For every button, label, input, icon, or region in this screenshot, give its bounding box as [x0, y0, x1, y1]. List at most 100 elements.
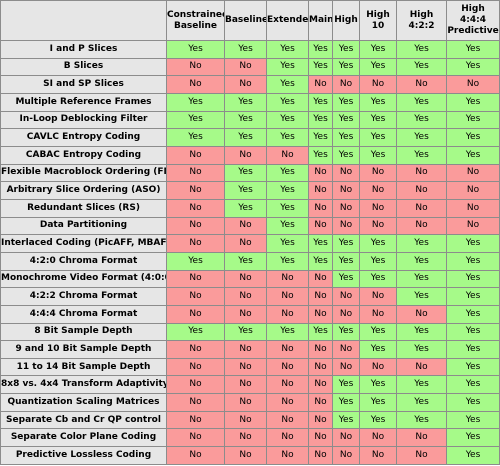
- support-cell: Yes: [446, 446, 500, 465]
- support-cell: No: [166, 375, 225, 395]
- support-cell: Yes: [396, 393, 447, 412]
- support-cell: No: [224, 446, 267, 465]
- table-row: Arbitrary Slice Ordering (ASO) No Yes Yes No…: [0, 181, 500, 200]
- support-cell: No: [332, 357, 360, 377]
- support-cell: Yes: [396, 40, 447, 59]
- support-cell: Yes: [332, 410, 360, 430]
- support-cell: No: [266, 446, 309, 465]
- support-cell: No: [332, 428, 360, 448]
- support-cell: Yes: [396, 234, 447, 253]
- support-cell: No: [396, 198, 447, 218]
- support-cell: Yes: [166, 92, 225, 112]
- support-cell: No: [224, 269, 267, 289]
- support-cell: Yes: [332, 269, 360, 289]
- support-cell: No: [166, 357, 225, 377]
- support-cell: Yes: [359, 393, 397, 412]
- support-cell: No: [332, 163, 360, 183]
- support-cell: Yes: [446, 340, 500, 359]
- support-cell: Yes: [359, 322, 397, 342]
- support-cell: No: [166, 287, 225, 306]
- support-cell: Yes: [266, 128, 309, 147]
- support-cell: Yes: [266, 216, 309, 236]
- support-cell: Yes: [446, 145, 500, 165]
- support-cell: Yes: [446, 428, 500, 448]
- support-cell: Yes: [359, 110, 397, 130]
- support-cell: No: [332, 198, 360, 218]
- support-cell: No: [308, 428, 333, 448]
- support-cell: Yes: [396, 57, 447, 77]
- support-cell: No: [266, 340, 309, 359]
- column-header: Extended: [266, 0, 309, 41]
- support-cell: No: [224, 75, 267, 94]
- support-cell: No: [332, 216, 360, 236]
- support-cell: No: [446, 75, 500, 94]
- support-cell: No: [308, 357, 333, 377]
- feature-label: Predictive Lossless Coding: [0, 446, 167, 465]
- support-cell: No: [166, 340, 225, 359]
- support-cell: No: [308, 216, 333, 236]
- support-cell: Yes: [446, 304, 500, 324]
- support-cell: No: [446, 163, 500, 183]
- table-row: 9 and 10 Bit Sample Depth No No No No No Yes Ye…: [0, 340, 500, 359]
- support-cell: Yes: [396, 287, 447, 306]
- column-header: Constrained Baseline: [166, 0, 225, 41]
- table-row: 4:2:2 Chroma Format No No No No No No Yes Yes: [0, 287, 500, 306]
- support-cell: Yes: [308, 57, 333, 77]
- support-cell: Yes: [308, 40, 333, 59]
- support-cell: Yes: [166, 128, 225, 147]
- support-cell: Yes: [446, 287, 500, 306]
- table-row: 8 Bit Sample Depth Yes Yes Yes Yes Yes Yes Yes Y…: [0, 322, 500, 342]
- support-cell: No: [359, 446, 397, 465]
- table-row: Multiple Reference Frames Yes Yes Yes Yes Yes…: [0, 92, 500, 112]
- support-cell: No: [359, 198, 397, 218]
- support-cell: No: [266, 304, 309, 324]
- support-cell: No: [224, 375, 267, 395]
- support-cell: Yes: [224, 128, 267, 147]
- support-cell: No: [166, 216, 225, 236]
- support-cell: Yes: [396, 269, 447, 289]
- support-cell: Yes: [359, 251, 397, 271]
- table-row: CAVLC Entropy Coding Yes Yes Yes Yes Yes Yes Ye…: [0, 128, 500, 147]
- support-cell: No: [166, 446, 225, 465]
- support-cell: Yes: [446, 40, 500, 59]
- support-cell: No: [332, 304, 360, 324]
- column-header: Main: [308, 0, 333, 41]
- support-cell: No: [166, 57, 225, 77]
- support-cell: No: [359, 163, 397, 183]
- support-cell: No: [308, 393, 333, 412]
- table-row: Flexible Macroblock Ordering (FMO) No Yes Y…: [0, 163, 500, 183]
- support-cell: Yes: [308, 145, 333, 165]
- feature-label: 4:2:0 Chroma Format: [0, 251, 167, 271]
- feature-label: CAVLC Entropy Coding: [0, 128, 167, 147]
- support-cell: Yes: [266, 57, 309, 77]
- feature-label: Interlaced Coding (PicAFF, MBAFF): [0, 234, 167, 253]
- support-cell: No: [332, 181, 360, 200]
- table-row: Separate Cb and Cr QP control No No No No Yes…: [0, 410, 500, 430]
- support-cell: No: [166, 145, 225, 165]
- table-row: 8x8 vs. 4x4 Transform Adaptivity No No No No…: [0, 375, 500, 395]
- support-cell: No: [224, 340, 267, 359]
- feature-label: Separate Cb and Cr QP control: [0, 410, 167, 430]
- support-cell: No: [308, 163, 333, 183]
- support-cell: Yes: [308, 251, 333, 271]
- support-cell: No: [166, 304, 225, 324]
- support-cell: No: [332, 75, 360, 94]
- table-row: 11 to 14 Bit Sample Depth No No No No No No No Y…: [0, 357, 500, 377]
- support-cell: Yes: [308, 110, 333, 130]
- support-cell: Yes: [446, 251, 500, 271]
- support-cell: No: [396, 163, 447, 183]
- support-cell: Yes: [308, 128, 333, 147]
- table-row: B Slices No No Yes Yes Yes Yes Yes Yes: [0, 57, 500, 77]
- support-cell: No: [359, 75, 397, 94]
- table-body: I and P Slices Yes Yes Yes Yes Yes Yes Yes Yes B …: [0, 40, 500, 465]
- support-cell: Yes: [446, 375, 500, 395]
- table-row: Data Partitioning No No Yes No No No No No: [0, 216, 500, 236]
- support-cell: Yes: [446, 269, 500, 289]
- support-cell: Yes: [224, 92, 267, 112]
- support-cell: Yes: [332, 145, 360, 165]
- support-cell: No: [266, 410, 309, 430]
- support-cell: No: [359, 287, 397, 306]
- support-cell: No: [396, 446, 447, 465]
- support-cell: Yes: [446, 57, 500, 77]
- support-cell: No: [359, 304, 397, 324]
